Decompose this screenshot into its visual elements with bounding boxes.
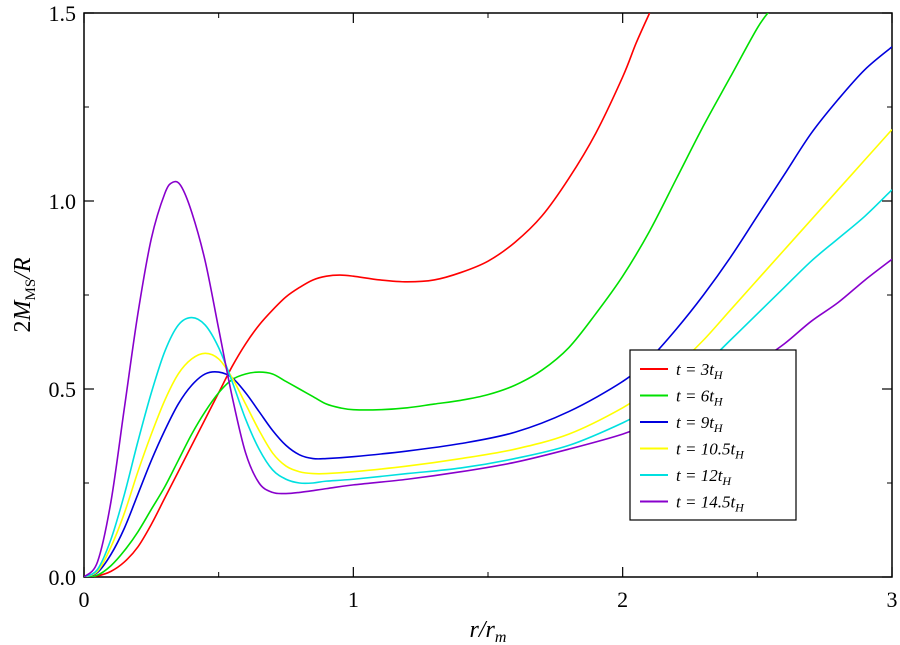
legend-label: t = 10.5tH — [676, 440, 745, 462]
y-axis-label: 2MMS/R — [10, 257, 39, 332]
legend-label: t = 14.5tH — [676, 493, 745, 515]
axis-ticks: 0 1 2 3 0.0 0.5 1.0 1.5 — [49, 1, 898, 612]
legend-label: t = 6tH — [676, 387, 724, 409]
y-tick-label: 1.5 — [49, 1, 77, 26]
x-tick-label: 1 — [348, 587, 359, 612]
legend-label: t = 3tH — [676, 360, 724, 382]
series-line-1 — [84, 13, 651, 577]
series-line-5 — [84, 189, 892, 577]
y-tick-label: 0.0 — [49, 565, 77, 590]
x-tick-label: 3 — [887, 587, 898, 612]
y-tick-label: 1.0 — [49, 189, 77, 214]
legend-box — [629, 349, 797, 521]
legend-label: t = 9tH — [676, 413, 724, 435]
x-axis-label: r/rm — [470, 617, 507, 645]
series-line-2 — [84, 13, 769, 577]
x-tick-label: 0 — [79, 587, 90, 612]
series-line-3 — [84, 46, 892, 577]
legend-label: t = 12tH — [676, 466, 732, 488]
x-tick-label: 2 — [617, 587, 628, 612]
series-line-4 — [84, 129, 892, 577]
series-lines — [84, 13, 892, 577]
y-tick-label: 0.5 — [49, 377, 77, 402]
legend: t = 3tH t = 6tH t = 9tH t = 10.5tH t = 12tH t… — [629, 349, 797, 521]
